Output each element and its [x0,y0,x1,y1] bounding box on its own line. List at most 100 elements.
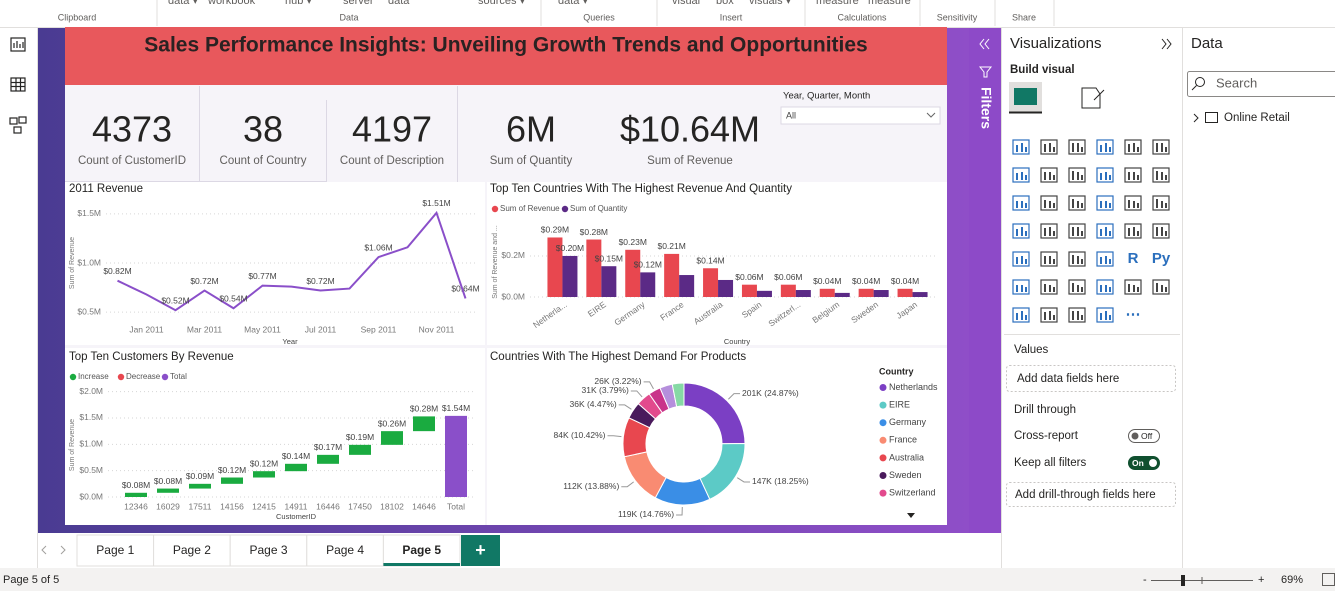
viz-icon[interactable] [1096,251,1114,267]
y-axis-title: Sum of Revenue [69,237,76,289]
viz-icon[interactable] [1096,223,1114,239]
viz-icon[interactable] [1040,195,1058,211]
bar [586,239,602,297]
zoom-knob[interactable] [1181,575,1185,586]
expand-filters-icon-b[interactable] [984,38,990,50]
viz-icon-text[interactable]: Py [1152,250,1171,267]
data-label: $0.09M [186,471,214,481]
cross-report-label: Cross-report [1014,430,1079,442]
model-view-icon[interactable] [9,117,18,125]
bar [640,272,656,297]
page-tab[interactable] [382,534,461,567]
viz-icon[interactable] [1068,279,1086,295]
x-tick-label: 12415 [252,501,276,511]
viz-icon[interactable] [1040,223,1058,239]
legend-swatch [879,489,887,497]
viz-icon[interactable] [1068,195,1086,211]
page-tab-label[interactable]: Page 5 [402,543,441,557]
viz-icon[interactable] [1096,167,1114,183]
legend-label: Sum of Quantity [570,204,627,213]
viz-icon[interactable] [1096,139,1114,155]
expand-filters-icon[interactable] [979,38,985,50]
viz-icon[interactable] [1124,279,1142,295]
viz-icon[interactable] [1152,279,1170,295]
viz-icon[interactable] [1012,223,1030,239]
viz-icon[interactable] [1012,139,1030,155]
card-value: 4373 [92,109,172,150]
bar [819,288,835,297]
viz-icon[interactable] [1040,139,1058,155]
page-tab[interactable] [229,534,308,567]
viz-icon[interactable] [1068,139,1086,155]
report-view-icon[interactable] [10,37,26,52]
viz-icon[interactable] [1040,279,1058,295]
data-label: $0.12M [634,260,662,270]
viz-icon[interactable] [1068,251,1086,267]
viz-icon[interactable] [1040,307,1058,323]
viz-icon[interactable] [1068,167,1086,183]
data-label: $0.15M [595,253,623,263]
page-tab-label[interactable]: Page 2 [173,543,211,557]
viz-icon[interactable] [1068,223,1086,239]
data-label: $0.14M [282,451,310,461]
viz-icon[interactable] [1124,167,1142,183]
add-page-label[interactable]: + [475,540,486,560]
viz-icon[interactable] [1096,279,1114,295]
legend-label: Sweden [889,470,922,480]
y-tick-label: $0.2M [501,250,525,260]
tab-scroll-left[interactable] [41,545,47,555]
viz-icon[interactable] [1068,307,1086,323]
viz-icon-text[interactable]: R [1128,250,1139,267]
table-name[interactable]: Online Retail [1224,112,1290,124]
viz-icon[interactable] [1152,223,1170,239]
viz-icon[interactable] [1124,223,1142,239]
viz-icon[interactable] [1012,251,1030,267]
viz-icon-text[interactable]: ⋯ [1126,306,1141,323]
x-tick-label: 14156 [220,501,244,511]
legend-scroll-arrow[interactable] [907,513,915,518]
drill-well[interactable] [1006,482,1176,507]
filters-label[interactable]: Filters [978,87,994,129]
card-borders [65,86,458,182]
viz-icon[interactable] [1124,195,1142,211]
viz-icon[interactable] [1040,167,1058,183]
viz-icon[interactable] [1152,167,1170,183]
page-tab-label[interactable]: Page 4 [326,543,364,557]
viz-icon[interactable] [1012,279,1030,295]
page-tab[interactable] [76,534,155,567]
zoom-out[interactable]: - [1143,574,1147,586]
viz-icon[interactable] [1012,307,1030,323]
page-tab[interactable] [306,534,384,567]
viz-icon[interactable] [1040,251,1058,267]
page-tab-label[interactable]: Page 3 [249,543,287,557]
ribbon-command: workbook [207,0,256,7]
tab-scroll-right[interactable] [60,545,66,555]
search-box[interactable] [1187,71,1335,97]
collapse-viz-icon-b[interactable] [1166,38,1172,50]
zoom-in[interactable]: + [1258,574,1264,586]
page-tab-label[interactable]: Page 1 [96,543,134,557]
values-well[interactable] [1006,365,1176,392]
viz-icon[interactable] [1012,167,1030,183]
viz-icon[interactable] [1096,307,1114,323]
nav-icons[interactable] [9,37,27,134]
viz-icon[interactable] [1152,195,1170,211]
ribbon-command: data [388,0,410,7]
slicer-value[interactable]: All [786,110,796,120]
viz-icon[interactable] [1124,139,1142,155]
build-visual-label: Build visual [1010,64,1075,76]
viz-icon[interactable] [1012,195,1030,211]
viz-icon[interactable] [1152,139,1170,155]
add-page-button[interactable] [461,535,500,566]
collapse-viz-icon[interactable] [1161,38,1167,50]
slicer-dropdown[interactable] [780,106,941,125]
table-view-icon[interactable] [10,77,26,92]
viz-icon[interactable] [1096,195,1114,211]
zoom-level[interactable]: 69% [1281,574,1303,586]
x-tick-label: 16029 [156,501,180,511]
format-visual-icon[interactable] [1081,87,1105,109]
tree-chevron[interactable] [1193,113,1199,123]
bar [858,288,874,297]
slicer-title: Year, Quarter, Month [783,91,870,102]
filters-pane-collapsed[interactable] [969,28,1001,533]
